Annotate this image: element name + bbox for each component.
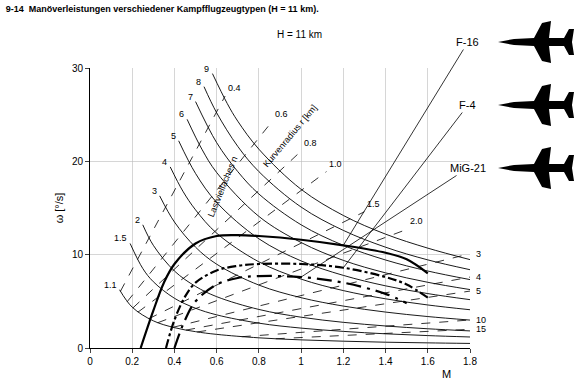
svg-text:F-4: F-4	[459, 99, 476, 111]
svg-text:9-14 Manöverleistungen versch: 9-14 Manöverleistungen verschiedener Kam…	[6, 4, 319, 14]
svg-text:1.0: 1.0	[329, 159, 342, 169]
svg-text:0: 0	[77, 343, 83, 354]
svg-text:15: 15	[476, 324, 486, 334]
svg-text:6: 6	[179, 109, 184, 119]
svg-text:1.4: 1.4	[379, 356, 393, 367]
svg-text:1.5: 1.5	[114, 233, 127, 243]
svg-text:0.6: 0.6	[275, 109, 288, 119]
svg-text:20: 20	[72, 156, 84, 167]
svg-text:0.2: 0.2	[125, 356, 139, 367]
svg-text:H = 11 km: H = 11 km	[277, 29, 322, 40]
svg-text:0.4: 0.4	[228, 83, 241, 93]
svg-text:0.8: 0.8	[304, 138, 317, 148]
svg-text:1.2: 1.2	[336, 356, 350, 367]
svg-text:0.4: 0.4	[167, 356, 181, 367]
svg-text:Kurvenradius r [km]: Kurvenradius r [km]	[261, 103, 319, 169]
svg-text:9: 9	[204, 64, 209, 74]
svg-text:5: 5	[171, 131, 176, 141]
svg-text:4: 4	[476, 272, 481, 282]
svg-text:0: 0	[87, 356, 93, 367]
svg-text:MiG-21: MiG-21	[450, 162, 486, 174]
svg-text:1.8: 1.8	[463, 356, 477, 367]
svg-text:0.8: 0.8	[252, 356, 266, 367]
svg-text:4: 4	[162, 157, 167, 167]
svg-text:10: 10	[476, 315, 486, 325]
svg-text:2: 2	[135, 215, 140, 225]
svg-text:1: 1	[298, 356, 304, 367]
svg-text:F-16: F-16	[456, 36, 479, 48]
svg-text:Lastvielfaches n: Lastvielfaches n	[206, 155, 239, 219]
svg-text:30: 30	[72, 63, 84, 74]
svg-text:8: 8	[196, 77, 201, 87]
svg-text:1.1: 1.1	[104, 280, 117, 290]
svg-text:0.6: 0.6	[210, 356, 224, 367]
svg-text:1.6: 1.6	[421, 356, 435, 367]
svg-text:7: 7	[188, 92, 193, 102]
svg-text:2.0: 2.0	[410, 216, 423, 226]
svg-text:ω [°/s]: ω [°/s]	[53, 193, 65, 224]
svg-text:3: 3	[152, 186, 157, 196]
svg-text:1.5: 1.5	[367, 199, 380, 209]
svg-text:3: 3	[476, 249, 481, 259]
svg-text:5: 5	[476, 286, 481, 296]
svg-text:M: M	[442, 368, 451, 380]
svg-text:10: 10	[72, 249, 84, 260]
